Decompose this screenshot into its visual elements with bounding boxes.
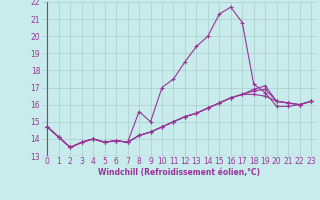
X-axis label: Windchill (Refroidissement éolien,°C): Windchill (Refroidissement éolien,°C): [98, 168, 260, 177]
